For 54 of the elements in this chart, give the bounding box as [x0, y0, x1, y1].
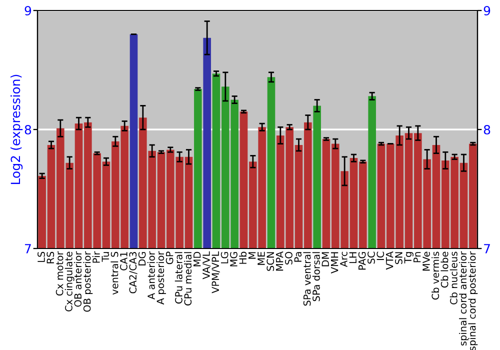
x-tick-label: Cx cingulate — [64, 252, 74, 312]
x-tick-label: A anterior — [147, 251, 155, 300]
x-tick-label: spinal cord anterior — [459, 251, 468, 346]
x-tick-label: Arc — [340, 252, 348, 267]
x-tick-label: ventral S — [110, 252, 118, 295]
x-tick-label: PAG — [358, 252, 366, 270]
y-tick-label: 7 — [25, 244, 31, 254]
x-tick-label: Tu — [102, 252, 110, 262]
x-tick-label: CA1 — [120, 252, 128, 270]
x-tick-label: CA2/CA3 — [129, 252, 138, 294]
x-tick-label: MD — [194, 252, 201, 266]
x-tick-label: MPA — [276, 251, 284, 271]
x-tick-label: ME — [258, 252, 265, 265]
x-tick-label: OB posterior — [83, 251, 93, 312]
x-tick-label: Cb lobe — [440, 252, 448, 288]
x-tick-label: MVe — [422, 252, 430, 271]
x-tick-label: Cb nucleus — [450, 252, 458, 304]
x-tick-label: VTA — [386, 251, 394, 270]
x-tick-label: SCN — [266, 252, 274, 271]
x-tick-label: M — [248, 252, 256, 259]
x-tick-label: LS — [38, 252, 45, 262]
x-tick-label: LH — [349, 252, 356, 264]
x-tick-label: Cb vermis — [432, 252, 440, 300]
y2-tick-label: 9 — [484, 6, 490, 16]
x-tick-label: GP — [166, 252, 174, 264]
y2-tick-label: 7 — [484, 244, 490, 254]
y2-tick-label: 8 — [484, 124, 490, 134]
y-axis-title: Log2 (expression) — [10, 74, 23, 184]
x-tick-label: Tg — [404, 252, 414, 264]
x-tick-label: RS — [46, 252, 54, 264]
x-tick-label: Pn — [414, 252, 421, 262]
x-tick-label: CPu medial — [184, 252, 192, 306]
x-tick-label: SO — [285, 252, 292, 264]
x-tick-label: VPM/VPL — [212, 251, 220, 294]
x-tick-label: SC — [368, 252, 375, 264]
x-tick-label: Pa — [294, 252, 302, 262]
x-tick-label: DG — [138, 252, 146, 266]
x-tick-label: IC — [376, 252, 384, 260]
x-tick-label: DM — [322, 252, 329, 266]
x-tick-label: CPu lateral — [174, 252, 182, 304]
y-tick-label: 8 — [24, 124, 32, 134]
x-tick-label: A posterior — [156, 251, 166, 305]
x-tick-label: SPa ventral — [303, 252, 311, 306]
x-tick-label: Hb — [239, 252, 247, 264]
y-tick-label: 9 — [24, 6, 32, 16]
x-tick-label: SPa dorsal — [312, 252, 320, 302]
x-tick-label: VA/VL — [202, 251, 211, 280]
x-tick-label: MG — [230, 252, 238, 266]
x-tick-label: VMH — [331, 252, 338, 274]
x-tick-label: OB anterior — [74, 251, 82, 307]
x-tick-label: Cx motor — [56, 251, 64, 296]
x-tick-label: LG — [220, 252, 228, 264]
x-tick-label: Pir — [92, 251, 100, 263]
x-tick-label: SN — [395, 252, 402, 264]
